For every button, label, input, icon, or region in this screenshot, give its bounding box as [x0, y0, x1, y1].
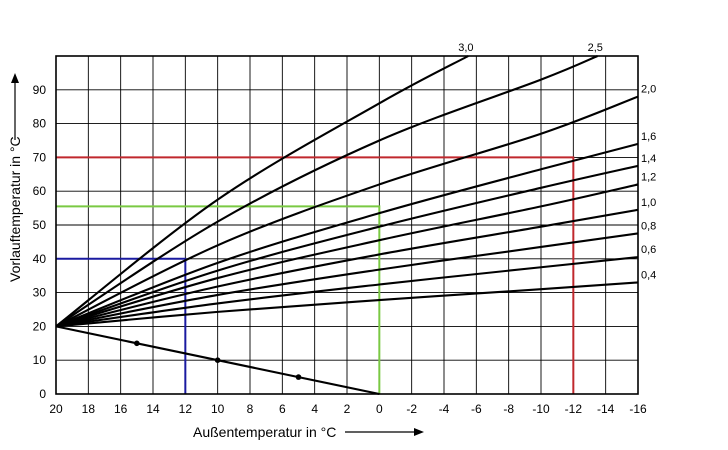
reference-dot — [134, 340, 140, 347]
curve-labels: 0,4 0,6 0,8 1,0 1,2 1,4 1,6 2,0 2,5 3,0 — [458, 42, 656, 281]
curve-label: 0,4 — [641, 269, 656, 281]
y-tick-label: 80 — [33, 117, 47, 131]
curve-label: 2,0 — [641, 84, 656, 96]
x-axis-arrow — [345, 428, 424, 436]
y-tick-label: 70 — [33, 150, 47, 164]
y-tick-labels: 0 10 20 30 40 50 60 70 80 90 — [33, 83, 47, 401]
guide-line — [56, 257, 187, 394]
x-tick-label: -2 — [406, 402, 417, 416]
curve-label: 2,5 — [588, 42, 603, 54]
x-tick-label: 14 — [146, 402, 160, 416]
curve-label: 0,8 — [641, 220, 656, 232]
x-tick-label: 18 — [82, 402, 96, 416]
x-tick-label: 20 — [49, 402, 63, 416]
x-tick-label: -6 — [471, 402, 482, 416]
x-tick-label: -4 — [439, 402, 450, 416]
reference-dot — [214, 357, 221, 364]
y-axis-arrow — [11, 73, 19, 140]
heating-curve — [55, 55, 469, 328]
heating-curve — [55, 95, 639, 328]
heating-curve — [55, 256, 639, 328]
x-tick-label: 10 — [211, 402, 225, 416]
x-tick-label: -12 — [565, 402, 583, 416]
curve-label: 0,6 — [641, 244, 656, 256]
x-tick-label: -14 — [597, 402, 615, 416]
curve-label: 1,2 — [641, 171, 656, 183]
y-axis-label: Vorlauftemperatur in °C — [7, 136, 23, 282]
y-tick-label: 50 — [33, 218, 47, 232]
x-tick-label: 8 — [247, 402, 254, 416]
x-tick-label: 16 — [114, 402, 128, 416]
x-axis-label: Außentemperatur in °C — [193, 424, 336, 440]
x-tick-label: -10 — [532, 402, 550, 416]
reference-line — [55, 325, 380, 396]
curve-label: 1,4 — [641, 153, 656, 165]
x-tick-labels: 20 18 16 14 12 10 8 6 4 2 0 -2 -4 -6 -8 -10 -12 -14 -16 — [49, 402, 647, 416]
y-tick-label: 20 — [33, 319, 47, 333]
heating-curve — [55, 208, 639, 328]
y-tick-label: 30 — [33, 286, 47, 300]
heating-curve — [55, 183, 639, 328]
heating-curve — [55, 142, 639, 328]
y-tick-label: 60 — [33, 184, 47, 198]
x-tick-label: 4 — [311, 402, 318, 416]
x-tick-label: 12 — [179, 402, 193, 416]
y-tick-label: 40 — [33, 252, 47, 266]
heating-curve — [55, 55, 598, 328]
heating-curves — [55, 55, 639, 328]
guide-line — [56, 156, 575, 394]
x-tick-label: 6 — [279, 402, 286, 416]
guide-line — [56, 205, 381, 394]
reference-dot — [295, 374, 302, 380]
heating-curve — [55, 232, 639, 328]
plot-frame — [55, 55, 639, 395]
curve-label: 1,0 — [641, 197, 656, 209]
y-tick-label: 10 — [33, 353, 47, 367]
heating-curve — [55, 281, 639, 328]
x-tick-label: 0 — [376, 402, 383, 416]
guide-lines — [56, 156, 575, 394]
y-tick-label: 90 — [33, 83, 47, 97]
heating-curve — [55, 164, 639, 328]
x-tick-label: -8 — [503, 402, 514, 416]
x-tick-label: 2 — [344, 402, 351, 416]
x-tick-label: -16 — [629, 402, 647, 416]
curve-label: 3,0 — [458, 42, 473, 54]
curve-label: 1,6 — [641, 131, 656, 143]
y-tick-label: 0 — [39, 387, 46, 401]
